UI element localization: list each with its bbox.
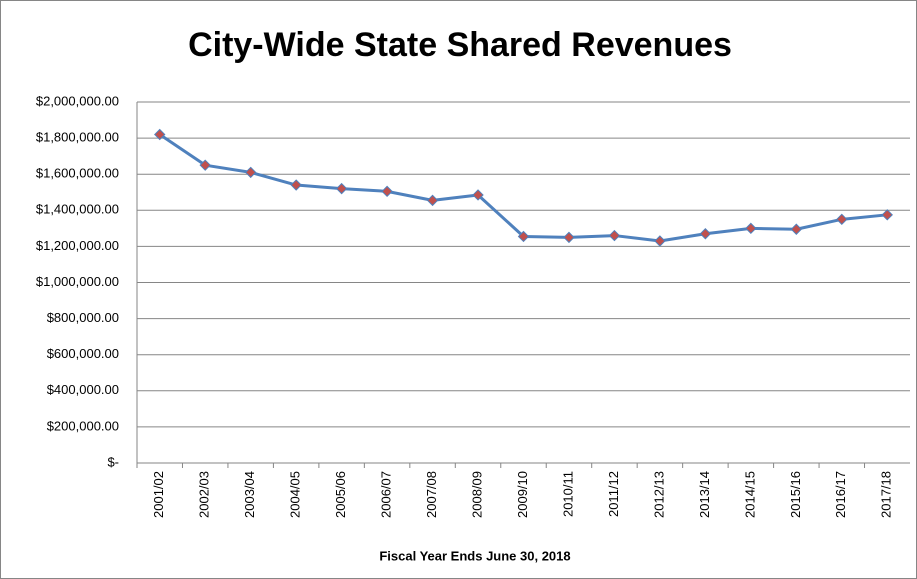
x-tick-label: 2011/12 [606,471,621,517]
marker [745,222,757,235]
marker [699,228,712,240]
marker [654,235,666,247]
x-tick-label: 2006/07 [379,471,394,518]
marker [244,166,257,179]
marker [335,182,348,195]
x-tick-label: 2001/02 [151,471,166,518]
x-tick-label: 2016/17 [833,471,848,518]
x-tick-label: 2013/14 [697,471,712,518]
chart-title: City-Wide State Shared Revenues [188,26,732,64]
marker [154,128,166,141]
x-axis-label: Fiscal Year Ends June 30, 2018 [379,548,570,563]
marker [199,159,211,171]
y-tick-label: $400,000.00 [47,382,119,397]
x-tick-label: 2010/11 [560,471,575,517]
marker [290,179,302,191]
x-tick-label: 2003/04 [242,471,257,518]
y-tick-label: $600,000.00 [47,346,119,361]
x-tick-label: 2002/03 [197,471,212,518]
marker [881,209,893,221]
marker [426,194,439,207]
x-tick-label: 2014/15 [742,471,757,518]
x-tick-label: 2015/16 [788,471,803,518]
y-tick-label: $1,600,000.00 [36,166,119,181]
marker [608,229,621,242]
x-tick-label: 2012/13 [651,471,666,518]
marker [563,231,575,244]
y-tick-label: $- [107,454,119,469]
x-tick-label: 2009/10 [515,471,530,518]
y-tick-label: $200,000.00 [47,418,119,433]
y-tick-label: $1,200,000.00 [36,238,119,253]
y-tick-label: $1,800,000.00 [36,130,119,145]
y-tick-label: $800,000.00 [47,310,119,325]
x-tick-label: 2004/05 [288,471,303,518]
x-tick-label: 2008/09 [469,471,484,518]
marker [517,230,530,243]
marker [790,223,803,235]
x-tick-label: 2005/06 [333,471,348,518]
y-tick-label: $2,000,000.00 [36,93,119,108]
marker [381,185,393,198]
x-tick-label: 2017/18 [879,471,894,518]
marker [472,189,484,201]
marker [836,213,848,226]
y-tick-label: $1,000,000.00 [36,274,119,289]
x-tick-label: 2007/08 [424,471,439,518]
y-tick-label: $1,400,000.00 [36,202,119,217]
